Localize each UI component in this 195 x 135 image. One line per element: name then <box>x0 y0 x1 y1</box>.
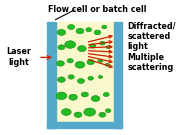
Circle shape <box>77 79 84 83</box>
Bar <box>114 22 122 128</box>
Circle shape <box>65 41 76 48</box>
Circle shape <box>58 45 65 50</box>
Circle shape <box>76 28 84 34</box>
Circle shape <box>102 25 107 29</box>
Circle shape <box>98 59 103 63</box>
Circle shape <box>57 29 66 35</box>
Circle shape <box>78 46 86 52</box>
Circle shape <box>84 108 96 116</box>
Circle shape <box>106 46 110 49</box>
Circle shape <box>100 41 105 45</box>
Circle shape <box>87 60 94 65</box>
Circle shape <box>67 59 73 63</box>
Circle shape <box>91 96 100 102</box>
Circle shape <box>98 75 103 78</box>
Circle shape <box>68 25 75 29</box>
Text: Laser
light: Laser light <box>6 47 31 67</box>
Circle shape <box>68 75 74 79</box>
Bar <box>47 122 122 128</box>
Circle shape <box>105 109 111 113</box>
Text: Multiple
scattering: Multiple scattering <box>128 53 174 72</box>
Circle shape <box>105 63 109 66</box>
Circle shape <box>56 92 67 100</box>
Circle shape <box>81 92 88 97</box>
Text: Diffracted/
scattered
light: Diffracted/ scattered light <box>128 22 176 51</box>
Text: Flow cell or batch cell: Flow cell or batch cell <box>48 5 147 14</box>
Circle shape <box>58 77 65 82</box>
Circle shape <box>103 92 109 97</box>
Bar <box>56 22 114 122</box>
Circle shape <box>90 44 96 48</box>
Circle shape <box>75 61 85 68</box>
Circle shape <box>69 94 77 100</box>
Circle shape <box>88 76 93 80</box>
Bar <box>47 22 56 128</box>
Circle shape <box>57 61 64 66</box>
Circle shape <box>74 112 82 117</box>
Circle shape <box>94 30 101 35</box>
Circle shape <box>86 28 92 32</box>
Circle shape <box>61 109 71 115</box>
Circle shape <box>99 112 106 117</box>
